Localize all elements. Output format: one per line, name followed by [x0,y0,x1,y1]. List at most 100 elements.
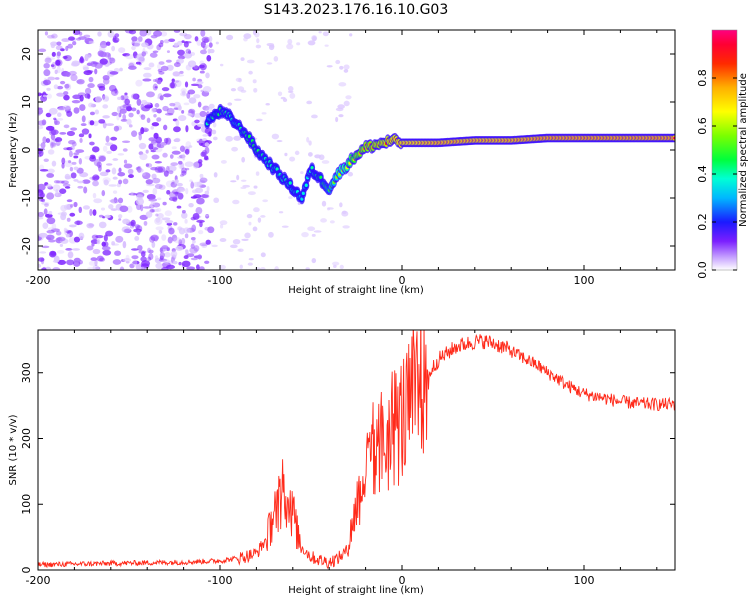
noise-blob [171,78,175,83]
noise-blob [196,264,200,270]
noise-blob [192,212,200,220]
noise-blob [112,190,118,194]
y-tick-label: -10 [20,189,33,207]
noise-blob [166,50,170,54]
noise-blob [65,248,72,251]
noise-blob [94,109,100,115]
noise-blob [112,158,119,161]
noise-blob [257,217,262,223]
noise-blob [136,168,144,173]
noise-blob [339,202,343,208]
noise-blob [204,226,211,231]
noise-blob [183,255,189,260]
noise-blob [96,255,104,262]
noise-blob [136,98,142,106]
noise-blob [262,199,269,203]
noise-blob [73,107,80,114]
noise-blob [157,63,161,70]
noise-blob [148,204,155,209]
noise-blob [105,230,114,237]
noise-blob [232,199,240,205]
noise-blob [46,237,51,240]
noise-blob [59,80,66,85]
noise-blob [152,83,158,91]
noise-blob [157,213,164,219]
noise-blob [188,108,196,114]
noise-blob [39,192,46,198]
noise-blob [63,227,67,233]
noise-blob [122,113,127,121]
noise-blob [108,184,117,187]
noise-blob [158,184,166,190]
noise-blob [94,259,98,267]
noise-blob [70,172,77,179]
noise-blob [237,86,245,92]
noise-blob [156,197,162,201]
noise-blob [86,62,93,66]
noise-blob [104,214,111,219]
noise-blob [111,111,118,117]
noise-blob [131,248,139,251]
noise-blob [231,146,238,152]
noise-blob [311,258,317,264]
noise-blob [166,264,176,270]
noise-blob [181,212,188,219]
noise-blob [137,36,143,42]
noise-blob [122,53,131,57]
noise-blob [64,186,71,189]
noise-blob [109,71,119,75]
noise-blob [148,198,158,202]
colorbar-tick-label: 0.0 [696,261,709,279]
noise-blob [140,251,146,258]
noise-blob [101,246,111,251]
noise-blob [179,70,184,75]
noise-blob [122,240,127,249]
noise-blob [88,40,95,44]
noise-blob [80,123,87,127]
noise-blob [73,236,81,243]
noise-blob [91,242,95,247]
noise-blob [150,234,160,241]
noise-blob [185,167,190,171]
y-tick-label: 20 [20,47,33,61]
noise-blob [252,30,257,36]
noise-blob [150,201,156,206]
noise-blob [54,69,58,75]
noise-blob [207,131,212,137]
noise-blob [110,144,118,152]
noise-blob [168,196,178,201]
noise-blob [46,93,52,99]
noise-blob [56,66,61,74]
noise-blob [175,74,185,77]
noise-blob [92,248,101,255]
noise-blob [252,79,257,84]
noise-blob [109,57,116,64]
noise-blob [205,239,211,245]
noise-blob [322,31,329,37]
noise-blob [113,125,120,132]
noise-blob [73,166,79,171]
noise-blob [112,37,120,43]
noise-blob [143,220,148,226]
noise-blob [115,235,124,243]
noise-blob [142,189,149,193]
noise-blob [318,31,322,34]
noise-blob [238,77,242,83]
noise-blob [151,107,156,113]
noise-blob [219,63,224,67]
noise-blob [110,208,118,211]
noise-blob [48,107,58,115]
noise-blob [112,259,122,265]
noise-blob [41,201,50,205]
noise-blob [175,119,180,127]
noise-blob [241,238,249,241]
noise-blob [183,227,191,234]
noise-blob [92,174,100,181]
noise-blob [38,143,42,147]
noise-blob [142,72,152,78]
noise-blob [102,94,106,100]
noise-blob [164,210,172,217]
noise-blob [193,94,201,99]
noise-blob [110,136,118,141]
noise-blob [180,88,187,94]
